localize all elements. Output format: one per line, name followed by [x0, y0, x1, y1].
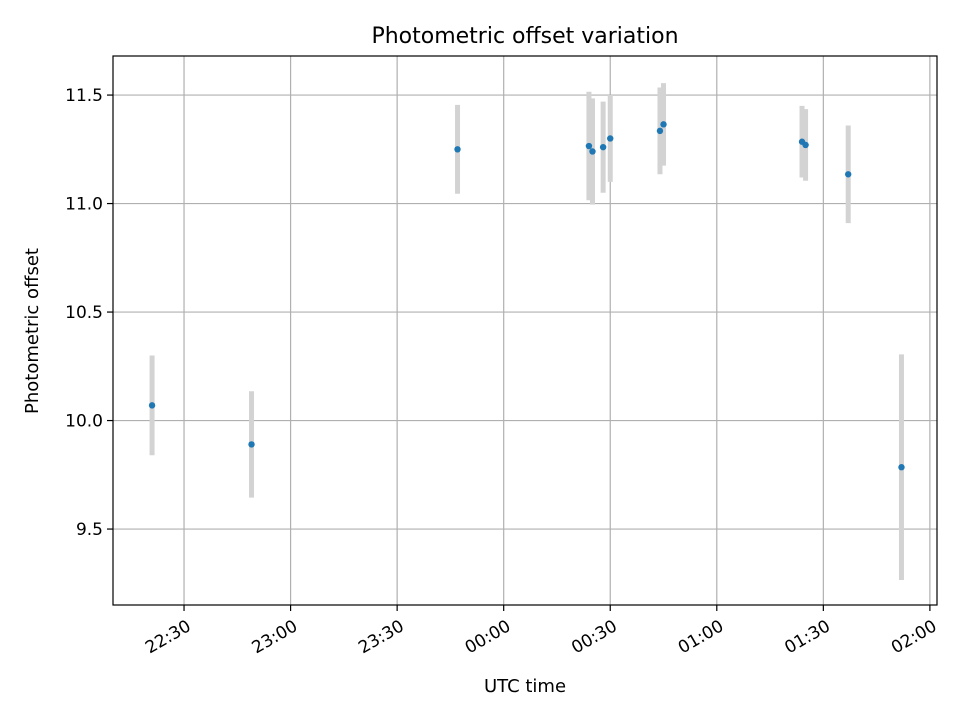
- y-tick-label: 9.5: [76, 520, 103, 540]
- grid-layer: [113, 56, 937, 605]
- y-tick-label: 11.5: [65, 86, 103, 106]
- x-axis-label: UTC time: [484, 676, 566, 697]
- chart-title: Photometric offset variation: [371, 24, 678, 49]
- data-point: [660, 121, 667, 128]
- y-tick-label: 10.0: [65, 412, 103, 432]
- data-point: [656, 127, 664, 135]
- y-tick-label: 11.0: [65, 195, 103, 215]
- data-point: [454, 146, 461, 153]
- data-point: [845, 171, 852, 178]
- plot-frame: [112, 55, 938, 606]
- data-point: [802, 141, 809, 149]
- data-point: [248, 441, 255, 448]
- data-point: [898, 464, 905, 471]
- data-point: [589, 148, 596, 155]
- y-tick-label: 10.5: [65, 303, 103, 323]
- data-point: [599, 143, 607, 151]
- y-axis-label: Photometric offset: [22, 248, 43, 414]
- data-point: [607, 135, 614, 142]
- data-point-layer: [148, 121, 905, 471]
- data-point: [585, 142, 593, 150]
- data-point: [148, 402, 156, 409]
